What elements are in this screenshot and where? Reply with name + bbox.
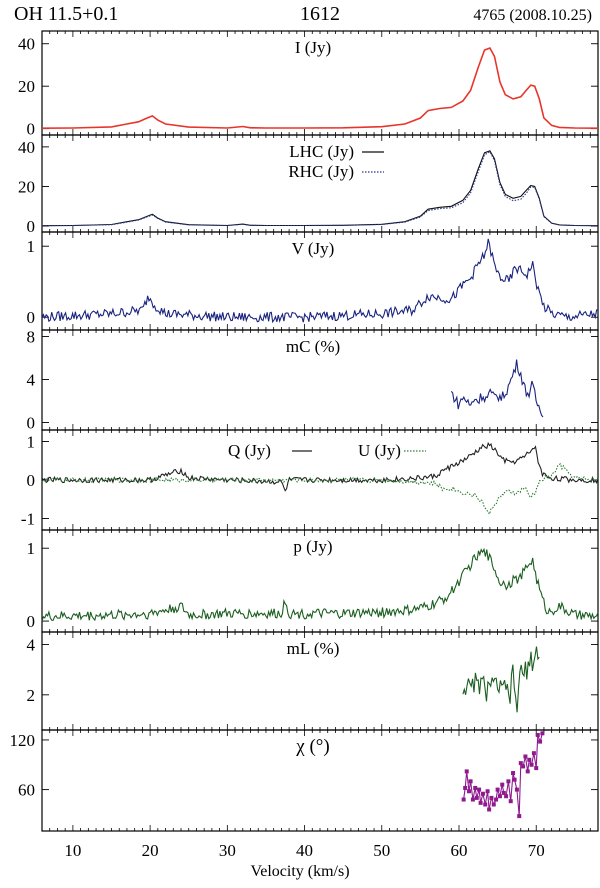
data-point-chi bbox=[501, 790, 506, 795]
series-line-chi bbox=[463, 733, 543, 817]
data-point-chi bbox=[497, 794, 502, 799]
series-line-U bbox=[41, 463, 599, 516]
y-tick-label-V: 1 bbox=[27, 237, 36, 256]
data-point-chi bbox=[491, 802, 496, 807]
data-point-chi bbox=[480, 791, 485, 796]
data-point-chi bbox=[527, 757, 532, 762]
data-point-chi bbox=[534, 766, 539, 771]
data-point-chi bbox=[500, 782, 505, 787]
x-tick-label: 60 bbox=[451, 841, 468, 860]
y-tick-label-mC: 4 bbox=[27, 370, 36, 389]
y-tick-label-LHC_RHC: 0 bbox=[27, 217, 36, 236]
data-point-chi bbox=[489, 795, 494, 800]
panel-title-mL: mL (%) bbox=[287, 639, 340, 658]
series-line-mC bbox=[450, 359, 544, 418]
data-point-chi bbox=[478, 800, 483, 805]
x-axis-label: Velocity (km/s) bbox=[250, 863, 350, 880]
x-tick-label: 10 bbox=[64, 841, 81, 860]
y-tick-label-I: 0 bbox=[27, 120, 36, 139]
panel-title-I: I (Jy) bbox=[295, 38, 331, 57]
panel-title-p: p (Jy) bbox=[293, 537, 332, 556]
x-tick-label: 30 bbox=[219, 841, 236, 860]
data-point-chi bbox=[508, 799, 513, 804]
y-tick-label-QU: 1 bbox=[27, 433, 36, 452]
x-tick-label: 50 bbox=[373, 841, 390, 860]
y-tick-label-V: 0 bbox=[27, 308, 36, 327]
data-point-chi bbox=[521, 764, 526, 769]
observation-epoch: 4765 (2008.10.25) bbox=[473, 7, 592, 24]
y-tick-label-I: 20 bbox=[18, 77, 35, 96]
series-line-I bbox=[41, 46, 599, 129]
data-point-chi bbox=[467, 789, 472, 794]
source-name: OH 11.5+0.1 bbox=[14, 3, 119, 25]
panel-title-mC: mC (%) bbox=[286, 337, 340, 356]
data-point-chi bbox=[525, 769, 530, 774]
y-tick-label-chi: 120 bbox=[10, 731, 36, 750]
data-point-chi bbox=[470, 797, 475, 802]
y-tick-label-mL: 2 bbox=[27, 686, 36, 705]
legend-label-lhc: LHC (Jy) bbox=[289, 142, 354, 161]
y-tick-label-mL: 4 bbox=[27, 636, 36, 655]
data-point-chi bbox=[511, 771, 516, 776]
series-line-mL bbox=[462, 646, 540, 713]
x-tick-label: 40 bbox=[296, 841, 313, 860]
x-tick-label: 20 bbox=[142, 841, 159, 860]
data-point-chi bbox=[474, 795, 479, 800]
data-point-chi bbox=[512, 777, 517, 782]
panel-title-V: V (Jy) bbox=[292, 239, 335, 258]
y-tick-label-p: 0 bbox=[27, 612, 36, 631]
data-point-chi bbox=[531, 751, 536, 756]
x-tick-label: 70 bbox=[528, 841, 545, 860]
data-point-chi bbox=[518, 761, 523, 766]
data-point-chi bbox=[535, 732, 540, 737]
y-tick-label-QU: 0 bbox=[27, 471, 36, 490]
data-point-chi bbox=[487, 807, 492, 812]
y-tick-label-mC: 8 bbox=[27, 327, 36, 346]
data-point-chi bbox=[540, 731, 545, 736]
y-tick-label-LHC_RHC: 40 bbox=[18, 138, 35, 157]
series-line-p bbox=[41, 547, 599, 622]
data-point-chi bbox=[483, 802, 488, 807]
data-point-chi bbox=[517, 814, 522, 819]
data-point-chi bbox=[473, 785, 478, 790]
legend-label-rhc: RHC (Jy) bbox=[288, 162, 354, 181]
y-tick-label-p: 1 bbox=[27, 539, 36, 558]
y-tick-label-QU: -1 bbox=[21, 509, 35, 528]
data-point-chi bbox=[495, 787, 500, 792]
data-point-chi bbox=[468, 779, 473, 784]
series-line-LHC bbox=[41, 150, 599, 227]
legend-label-q: Q (Jy) bbox=[228, 441, 271, 460]
data-point-chi bbox=[523, 754, 528, 759]
data-point-chi bbox=[504, 794, 509, 799]
series-line-Q bbox=[41, 441, 599, 492]
y-tick-label-chi: 60 bbox=[18, 781, 35, 800]
panel-title-chi: χ (°) bbox=[295, 736, 329, 757]
data-point-chi bbox=[514, 787, 519, 792]
transition-frequency: 1612 bbox=[300, 3, 340, 25]
y-tick-label-I: 40 bbox=[18, 35, 35, 54]
data-point-chi bbox=[494, 797, 499, 802]
data-point-chi bbox=[463, 785, 468, 790]
legend-label-u: U (Jy) bbox=[358, 441, 401, 460]
data-point-chi bbox=[538, 739, 543, 744]
data-point-chi bbox=[529, 762, 534, 767]
data-point-chi bbox=[461, 797, 466, 802]
data-point-chi bbox=[464, 769, 469, 774]
series-line-V bbox=[41, 238, 599, 324]
data-point-chi bbox=[485, 789, 490, 794]
y-tick-label-LHC_RHC: 20 bbox=[18, 177, 35, 196]
y-tick-label-mC: 0 bbox=[27, 413, 36, 432]
data-point-chi bbox=[506, 779, 511, 784]
data-point-chi bbox=[477, 787, 482, 792]
